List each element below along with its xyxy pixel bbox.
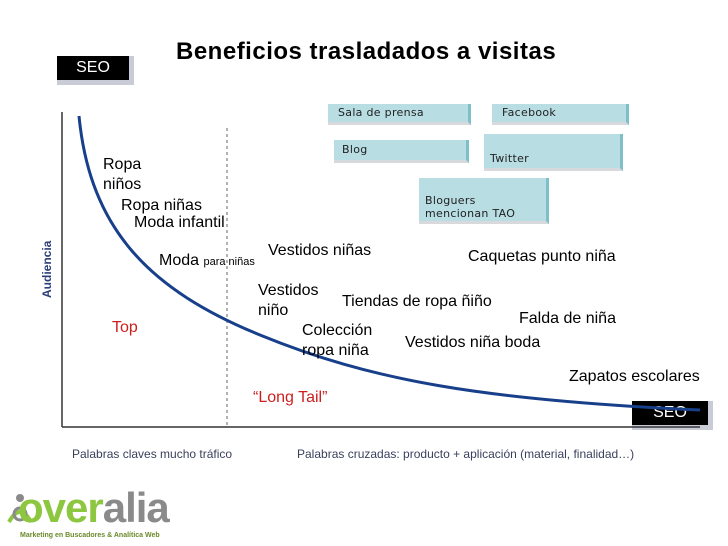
long-tail-label: “Long Tail” xyxy=(253,389,328,406)
keyword-line: ropa niña xyxy=(302,342,369,359)
logo-wordmark: overalia xyxy=(18,484,170,531)
keyword-line: Vestidos xyxy=(258,282,319,299)
pill-label: Sala de prensa xyxy=(338,106,424,119)
pill-label: Bloguers xyxy=(425,194,476,207)
pill-facebook: Facebook xyxy=(492,104,629,125)
x-axis-label-left: Palabras claves mucho tráfico xyxy=(72,447,233,461)
logo-figure-icon xyxy=(7,494,33,524)
keyword-para-ninas: para niñas xyxy=(203,256,255,268)
keyword-moda-infantil: Moda infantil xyxy=(134,214,225,231)
x-axis-label-right: Palabras cruzadas: producto + aplicación… xyxy=(297,447,635,461)
pill-label: Blog xyxy=(342,143,368,156)
page-title: Beneficios trasladados a visitas xyxy=(176,38,557,65)
keyword-line: niños xyxy=(103,176,142,193)
pill-sala-de-prensa: Sala de prensa xyxy=(328,104,471,125)
keyword-vestidos-boda: Vestidos niña boda xyxy=(405,334,541,351)
pill-label: Twitter xyxy=(490,152,529,165)
pill-blog: Blog xyxy=(334,140,469,163)
keyword-caquetas: Caquetas punto niña xyxy=(468,248,616,265)
logo-tagline: Marketing en Buscadores & Analítica Web xyxy=(20,532,160,539)
keyword-line: Ropa xyxy=(103,156,142,173)
keyword-vestidos-ninas: Vestidos niñas xyxy=(268,242,372,259)
keyword-vestidos-nino: Vestidos niño xyxy=(258,281,318,321)
keyword-coleccion: Colección ropa niña xyxy=(302,321,372,361)
pill-twitter: Twitter xyxy=(484,134,623,171)
keyword-ropa-ninos: Ropa niños xyxy=(103,155,141,195)
keyword-tiendas-ropa: Tiendas de ropa ñiño xyxy=(342,293,492,310)
keyword-ropa-ninas: Ropa niñas xyxy=(121,197,202,214)
overalia-logo: overalia Marketing en Buscadores & Analí… xyxy=(4,486,170,542)
pill-label: Facebook xyxy=(502,106,557,119)
seo-badge-top: SEO xyxy=(57,56,134,85)
top-label: Top xyxy=(112,319,138,336)
keyword-zapatos: Zapatos escolares xyxy=(569,368,700,385)
keyword-moda: Moda xyxy=(159,252,200,269)
keyword-moda-para-ninas: Moda para niñas xyxy=(159,251,255,272)
long-tail-curve xyxy=(77,115,701,412)
pill-bloguers: Bloguers mencionan TAO xyxy=(419,178,549,224)
y-axis-label: Audiencia xyxy=(40,240,54,298)
keyword-line: Colección xyxy=(302,322,373,339)
keyword-falda: Falda de niña xyxy=(519,310,616,327)
keyword-line: niño xyxy=(258,302,289,319)
pill-label: mencionan TAO xyxy=(425,207,516,220)
